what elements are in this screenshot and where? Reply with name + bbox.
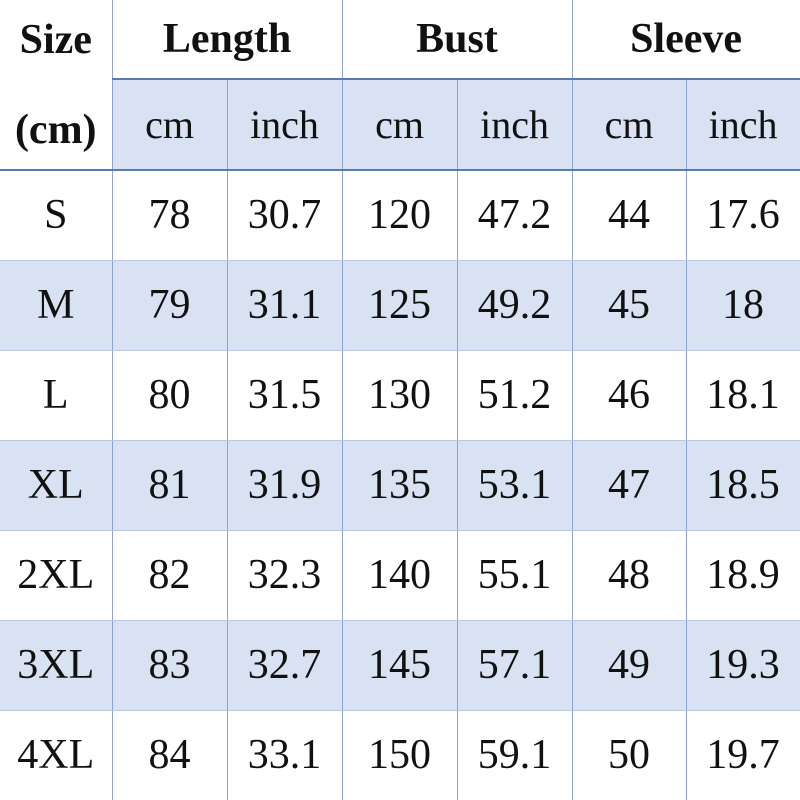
size-label: 3XL [0, 620, 112, 711]
table-row-4xl: 4XL 84 33.1 150 59.1 50 19.7 [0, 710, 800, 800]
bust-cm-value: 145 [341, 620, 458, 711]
bust-cm-value: 150 [341, 710, 458, 800]
bust-inch-value: 57.1 [456, 620, 573, 711]
sleeve-cm-value: 46 [571, 350, 687, 441]
unit-header-bust-inch: inch [456, 79, 573, 171]
unit-header-length-cm: cm [111, 79, 227, 171]
length-inch-value: 31.1 [226, 260, 343, 351]
size-label: 2XL [0, 530, 112, 621]
bust-cm-value: 135 [341, 440, 458, 531]
bust-inch-value: 49.2 [456, 260, 573, 351]
size-label: XL [0, 440, 112, 531]
sleeve-cm-value: 48 [571, 530, 687, 621]
sleeve-inch-value: 19.3 [685, 620, 800, 711]
unit-header-sleeve-inch: inch [685, 79, 800, 171]
corner-header-line1: Size [19, 16, 92, 63]
length-cm-value: 83 [111, 620, 227, 711]
bust-cm-value: 125 [341, 260, 458, 351]
length-cm-value: 78 [111, 170, 227, 261]
header-group-row: Size (cm) Length Bust Sleeve [0, 0, 800, 171]
length-inch-value: 32.3 [226, 530, 343, 621]
sleeve-cm-value: 45 [571, 260, 687, 351]
length-cm-value: 84 [111, 710, 227, 800]
sleeve-inch-value: 18 [685, 260, 800, 351]
corner-header-line2: (cm) [14, 106, 97, 153]
bust-inch-value: 53.1 [456, 440, 573, 531]
length-inch-value: 33.1 [226, 710, 343, 800]
sleeve-cm-value: 47 [571, 440, 687, 531]
sleeve-cm-value: 44 [571, 170, 687, 261]
header-length: Length [111, 0, 343, 80]
bust-inch-value: 59.1 [456, 710, 573, 800]
bust-inch-value: 51.2 [456, 350, 573, 441]
header-units-row: cm inch cm inch cm inch [0, 79, 800, 171]
sleeve-inch-value: 18.1 [685, 350, 800, 441]
length-cm-value: 80 [111, 350, 227, 441]
length-inch-value: 31.5 [226, 350, 343, 441]
bust-inch-value: 55.1 [456, 530, 573, 621]
size-label: S [0, 170, 112, 261]
length-cm-value: 81 [111, 440, 227, 531]
bust-cm-value: 140 [341, 530, 458, 621]
size-label: L [0, 350, 112, 441]
table-row-l: L 80 31.5 130 51.2 46 18.1 [0, 350, 800, 441]
unit-header-length-inch: inch [226, 79, 343, 171]
corner-header-size-cm: Size (cm) [0, 0, 112, 171]
sleeve-cm-value: 50 [571, 710, 687, 800]
table-row-s: S 78 30.7 120 47.2 44 17.6 [0, 170, 800, 261]
bust-cm-value: 130 [341, 350, 458, 441]
sleeve-inch-value: 19.7 [685, 710, 800, 800]
header-sleeve: Sleeve [571, 0, 800, 80]
length-inch-value: 31.9 [226, 440, 343, 531]
table-row-xl: XL 81 31.9 135 53.1 47 18.5 [0, 440, 800, 531]
bust-inch-value: 47.2 [456, 170, 573, 261]
sleeve-cm-value: 49 [571, 620, 687, 711]
size-label: M [0, 260, 112, 351]
length-cm-value: 82 [111, 530, 227, 621]
sleeve-inch-value: 18.9 [685, 530, 800, 621]
table-row-3xl: 3XL 83 32.7 145 57.1 49 19.3 [0, 620, 800, 711]
table-row-2xl: 2XL 82 32.3 140 55.1 48 18.9 [0, 530, 800, 621]
sleeve-inch-value: 18.5 [685, 440, 800, 531]
length-cm-value: 79 [111, 260, 227, 351]
size-label: 4XL [17, 732, 95, 779]
length-inch-value: 32.7 [226, 620, 343, 711]
unit-header-sleeve-cm: cm [571, 79, 687, 171]
length-inch-value: 30.7 [226, 170, 343, 261]
sleeve-inch-value: 17.6 [685, 170, 800, 261]
bust-cm-value: 120 [341, 170, 458, 261]
table-row-m: M 79 31.1 125 49.2 45 18 [0, 260, 800, 351]
header-bust: Bust [341, 0, 573, 80]
unit-header-bust-cm: cm [341, 79, 458, 171]
